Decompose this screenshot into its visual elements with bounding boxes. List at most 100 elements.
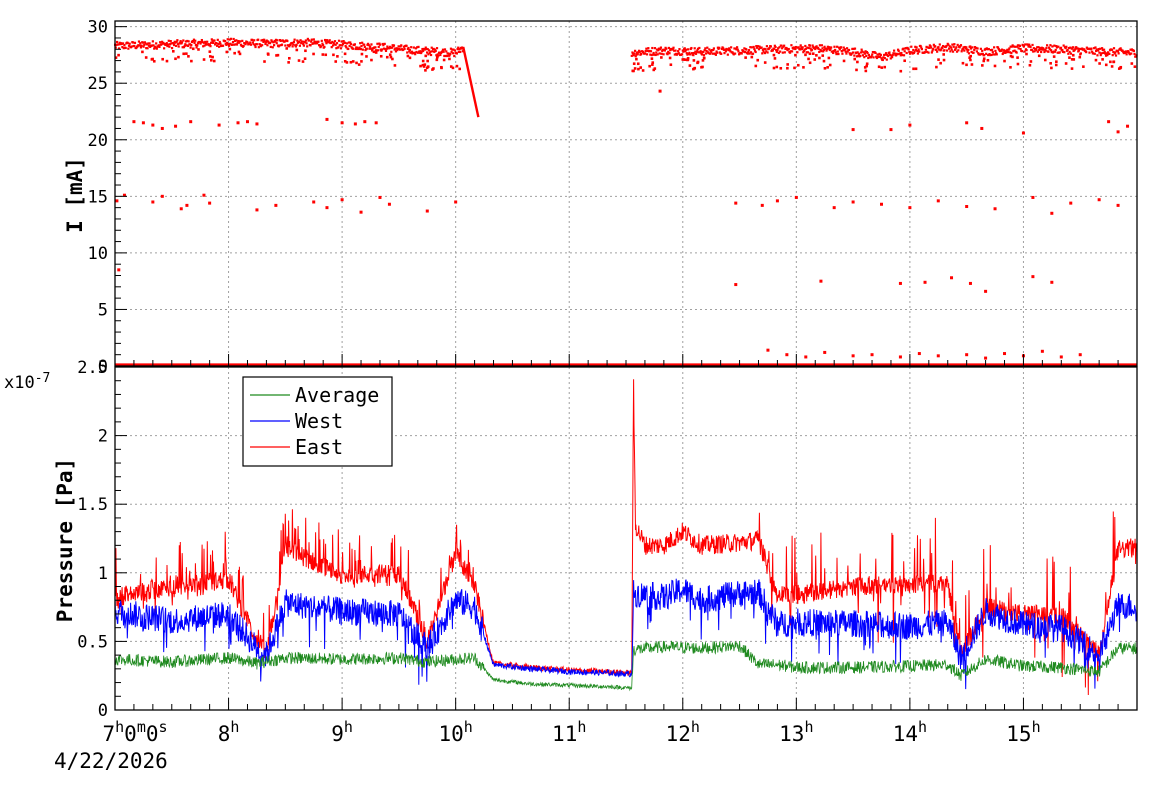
current-y-tick-label: 15 (88, 187, 108, 207)
current-point (118, 41, 121, 44)
current-point (349, 43, 353, 46)
current-point (818, 50, 821, 54)
current-point (163, 47, 166, 50)
current-point (684, 50, 687, 53)
current-point (728, 49, 731, 52)
current-outlier (151, 200, 155, 204)
current-point (390, 46, 394, 49)
current-point (1024, 43, 1027, 46)
current-point (704, 52, 708, 55)
current-point (151, 57, 154, 61)
current-point (947, 47, 951, 50)
current-point (884, 53, 887, 56)
current-point (461, 50, 464, 53)
current-point (993, 46, 996, 49)
current-point (932, 48, 935, 51)
current-point (961, 47, 965, 50)
current-point (771, 49, 774, 52)
current-point (855, 55, 859, 58)
current-point (794, 53, 797, 57)
current-point (1061, 48, 1064, 52)
current-point (147, 44, 150, 47)
current-point (361, 41, 364, 44)
current-point (227, 42, 230, 46)
current-point (448, 54, 451, 57)
current-point (967, 48, 970, 52)
current-point (178, 41, 182, 44)
current-point (1050, 66, 1053, 70)
current-point (939, 61, 942, 65)
current-point (458, 67, 462, 71)
current-point (192, 38, 196, 41)
current-point (1090, 47, 1093, 50)
current-point (402, 48, 405, 51)
current-point (253, 44, 256, 47)
current-point (128, 42, 131, 45)
current-point (935, 48, 938, 51)
current-point (425, 47, 428, 51)
current-point (1091, 50, 1094, 53)
current-point (1112, 47, 1116, 50)
current-point (909, 51, 912, 54)
current-point (776, 49, 779, 52)
current-point (1132, 49, 1135, 53)
current-point (1030, 48, 1033, 52)
current-point (973, 46, 977, 49)
current-point (202, 45, 205, 48)
current-point (639, 52, 643, 56)
current-point (398, 48, 402, 51)
current-point (1047, 50, 1050, 53)
current-point (288, 45, 291, 48)
current-point (1016, 44, 1020, 47)
current-point (1085, 51, 1088, 54)
current-point (367, 44, 370, 47)
current-point (1033, 50, 1036, 53)
current-point (1061, 50, 1065, 54)
current-point (1104, 52, 1107, 55)
current-point (681, 53, 684, 56)
current-point (1038, 46, 1041, 50)
current-point (865, 54, 868, 58)
current-point (970, 63, 974, 66)
current-point (766, 51, 769, 54)
current-point (1055, 60, 1058, 64)
current-point (432, 47, 435, 51)
current-point (1045, 46, 1048, 50)
current-point (237, 41, 241, 44)
current-point (1106, 51, 1110, 54)
current-point (432, 67, 435, 70)
current-point (900, 53, 904, 57)
current-point (874, 51, 877, 55)
current-point (314, 42, 317, 45)
current-point (1001, 52, 1004, 56)
current-point (662, 53, 665, 56)
current-point (167, 39, 170, 42)
current-point (182, 46, 186, 49)
current-point (752, 45, 755, 49)
current-point (355, 61, 358, 65)
current-point (371, 49, 374, 52)
current-point (449, 47, 453, 50)
current-point (200, 38, 203, 42)
current-outlier (832, 206, 836, 210)
current-point (669, 63, 673, 67)
current-point (1034, 47, 1037, 51)
time-tick-label: 7h0m0s (102, 718, 167, 746)
current-point (667, 50, 670, 53)
current-point (870, 55, 873, 58)
pressure-y-tick-label: 1.5 (77, 495, 108, 515)
current-point (1048, 48, 1051, 51)
current-point (709, 49, 712, 52)
time-tick-label: 15h (1006, 718, 1040, 746)
current-point (955, 50, 959, 53)
current-point (263, 60, 266, 63)
current-point (774, 45, 777, 49)
current-point (140, 44, 143, 47)
current-point (899, 54, 902, 57)
current-point (369, 45, 372, 48)
current-point (1075, 46, 1078, 49)
current-point (421, 59, 425, 63)
current-point (696, 61, 699, 65)
current-point (686, 48, 690, 51)
current-point (911, 52, 914, 55)
